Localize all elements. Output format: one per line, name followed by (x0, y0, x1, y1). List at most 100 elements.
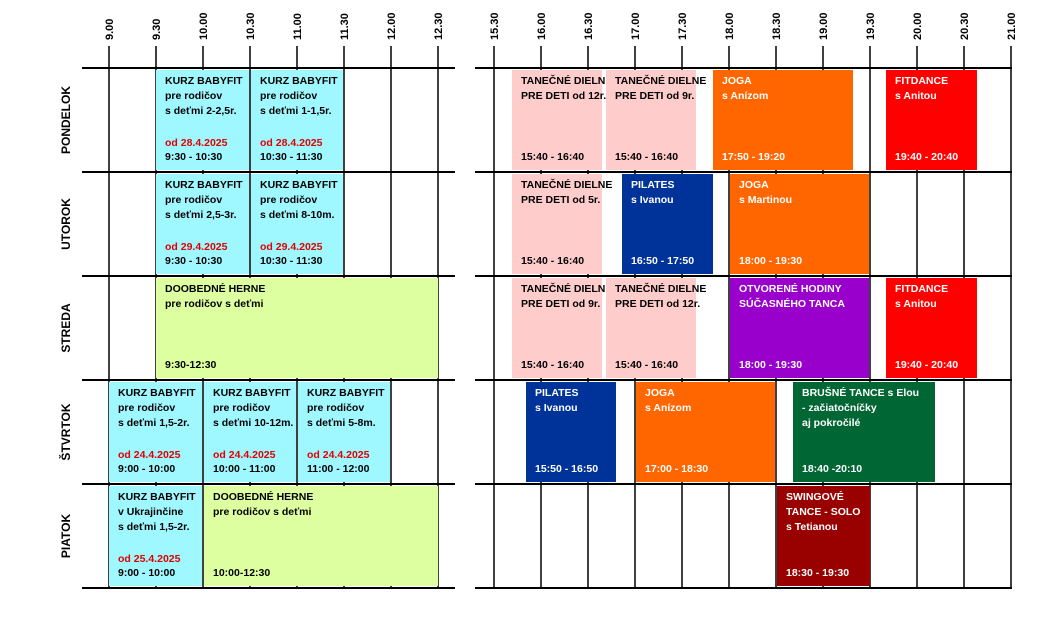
event-box (109, 486, 202, 586)
event-text: TANEČNÉ DIELNE (521, 178, 612, 191)
event-text: s Ivanou (535, 402, 578, 414)
event-text: s Tetianou (786, 521, 838, 533)
event-time: 10:00-12:30 (213, 567, 270, 579)
event-box (156, 70, 249, 170)
event-time: 17:00 - 18:30 (645, 463, 708, 475)
event-text: FITDANCE (895, 283, 948, 295)
event-text: JOGA (645, 387, 675, 399)
event-box (251, 70, 343, 170)
event-time: 9:00 - 10:00 (118, 463, 175, 475)
event-text: FITDANCE (895, 75, 948, 87)
event-time: 18:00 - 19:30 (739, 255, 802, 267)
event-time: 10:00 - 11:00 (213, 463, 276, 475)
time-label: 20.00 (912, 12, 924, 40)
time-label: 10.30 (245, 12, 257, 40)
event-text: s Anízom (645, 402, 691, 414)
event-time: 18:00 - 19:30 (739, 359, 802, 371)
event-box (713, 70, 853, 170)
event-text: PILATES (535, 387, 579, 399)
event-text: s deťmi 8-10m. (260, 209, 335, 221)
event-date: od 29.4.2025 (165, 241, 228, 253)
event-box (636, 382, 775, 482)
time-label: 11.00 (292, 13, 304, 40)
event-text: JOGA (739, 179, 769, 191)
event-date: od 28.4.2025 (260, 137, 323, 149)
event-text: TANEČNÉ DIELNE (615, 282, 706, 295)
event-text: DOOBEDNÉ HERNE (165, 282, 265, 295)
time-label: 10.00 (198, 12, 210, 40)
event-text: BRUŠNÉ TANCE s Elou (802, 386, 919, 399)
event-text: s Anitou (895, 298, 937, 310)
event-text: pre rodičov (260, 194, 317, 206)
event-text: TANCE - SOLO (786, 506, 860, 518)
time-label: 12.30 (433, 12, 445, 40)
day-label: ŠTVRTOK (58, 403, 73, 460)
event-time: 15:40 - 16:40 (521, 255, 584, 267)
event-text: s deťmi 10-12m. (213, 417, 293, 429)
day-label: UTOROK (59, 198, 73, 250)
event-time: 9:30-12:30 (165, 359, 217, 371)
event-box (156, 278, 438, 378)
event-box (526, 382, 616, 482)
event-time: 18:30 - 19:30 (786, 567, 849, 579)
event-time: 11:00 - 12:00 (307, 463, 370, 475)
event-time: 9:00 - 10:00 (118, 567, 175, 579)
time-label: 9.30 (151, 19, 163, 40)
event-box (730, 174, 869, 274)
event-text: TANEČNÉ DIELNE (521, 74, 612, 87)
event-text: s deťmi 5-8m. (307, 417, 376, 429)
event-text: pre rodičov (307, 402, 364, 414)
event-time: 15:40 - 16:40 (521, 359, 584, 371)
event-text: KURZ BABYFIT (118, 491, 196, 503)
event-box (109, 382, 202, 482)
event-time: 10:30 - 11:30 (260, 255, 323, 267)
event-text: JOGA (722, 75, 752, 87)
time-label: 11.30 (339, 13, 351, 40)
event-text: PILATES (631, 179, 675, 191)
event-text: pre rodičov (213, 402, 270, 414)
time-label: 18.00 (724, 12, 736, 40)
event-text: PRE DETI od 5r. (521, 194, 600, 206)
event-text: s deťmi 2-2,5r. (165, 105, 237, 117)
event-text: s Martinou (739, 194, 792, 206)
event-box (777, 486, 870, 586)
event-text: s Anízom (722, 90, 768, 102)
event-text: s deťmi 2,5-3r. (165, 209, 237, 221)
event-date: od 24.4.2025 (118, 449, 181, 461)
time-label: 21.00 (1006, 12, 1018, 40)
event-date: od 29.4.2025 (260, 241, 323, 253)
event-box (886, 278, 977, 378)
event-text: pre rodičov (118, 402, 175, 414)
event-time: 15:40 - 16:40 (521, 151, 584, 163)
event-text: PRE DETI od 12r. (521, 90, 606, 102)
event-box (512, 174, 602, 274)
event-date: od 25.4.2025 (118, 553, 181, 565)
event-box (251, 174, 343, 274)
event-time: 15:50 - 16:50 (535, 463, 598, 475)
event-time: 19:40 - 20:40 (895, 151, 958, 163)
event-text: s deťmi 1,5-2r. (118, 417, 190, 429)
event-text: KURZ BABYFIT (213, 387, 291, 399)
event-time: 16:50 - 17:50 (631, 255, 694, 267)
event-text: DOOBEDNÉ HERNE (213, 490, 313, 503)
event-date: od 24.4.2025 (213, 449, 276, 461)
event-text: KURZ BABYFIT (118, 387, 196, 399)
event-text: SWINGOVÉ (786, 490, 844, 503)
event-box (606, 278, 696, 378)
event-time: 15:40 - 16:40 (615, 151, 678, 163)
time-label: 17.00 (630, 12, 642, 40)
event-text: pre rodičov s deťmi (165, 298, 263, 310)
time-label: 19.00 (818, 12, 830, 40)
event-text: s deťmi 1-1,5r. (260, 105, 332, 117)
time-label: 16.00 (536, 12, 548, 40)
event-text: PRE DETI od 9r. (521, 298, 600, 310)
event-text: s Anitou (895, 90, 937, 102)
event-time: 9:30 - 10:30 (165, 255, 222, 267)
time-label: 15.30 (489, 12, 501, 40)
event-text: - začiatočníčky (802, 402, 877, 414)
event-text: s deťmi 1,5-2r. (118, 521, 190, 533)
event-text: KURZ BABYFIT (307, 387, 385, 399)
event-time: 17:50 - 19:20 (722, 151, 785, 163)
event-text: pre rodičov (165, 90, 222, 102)
event-text: TANEČNÉ DIELNE (521, 282, 612, 295)
